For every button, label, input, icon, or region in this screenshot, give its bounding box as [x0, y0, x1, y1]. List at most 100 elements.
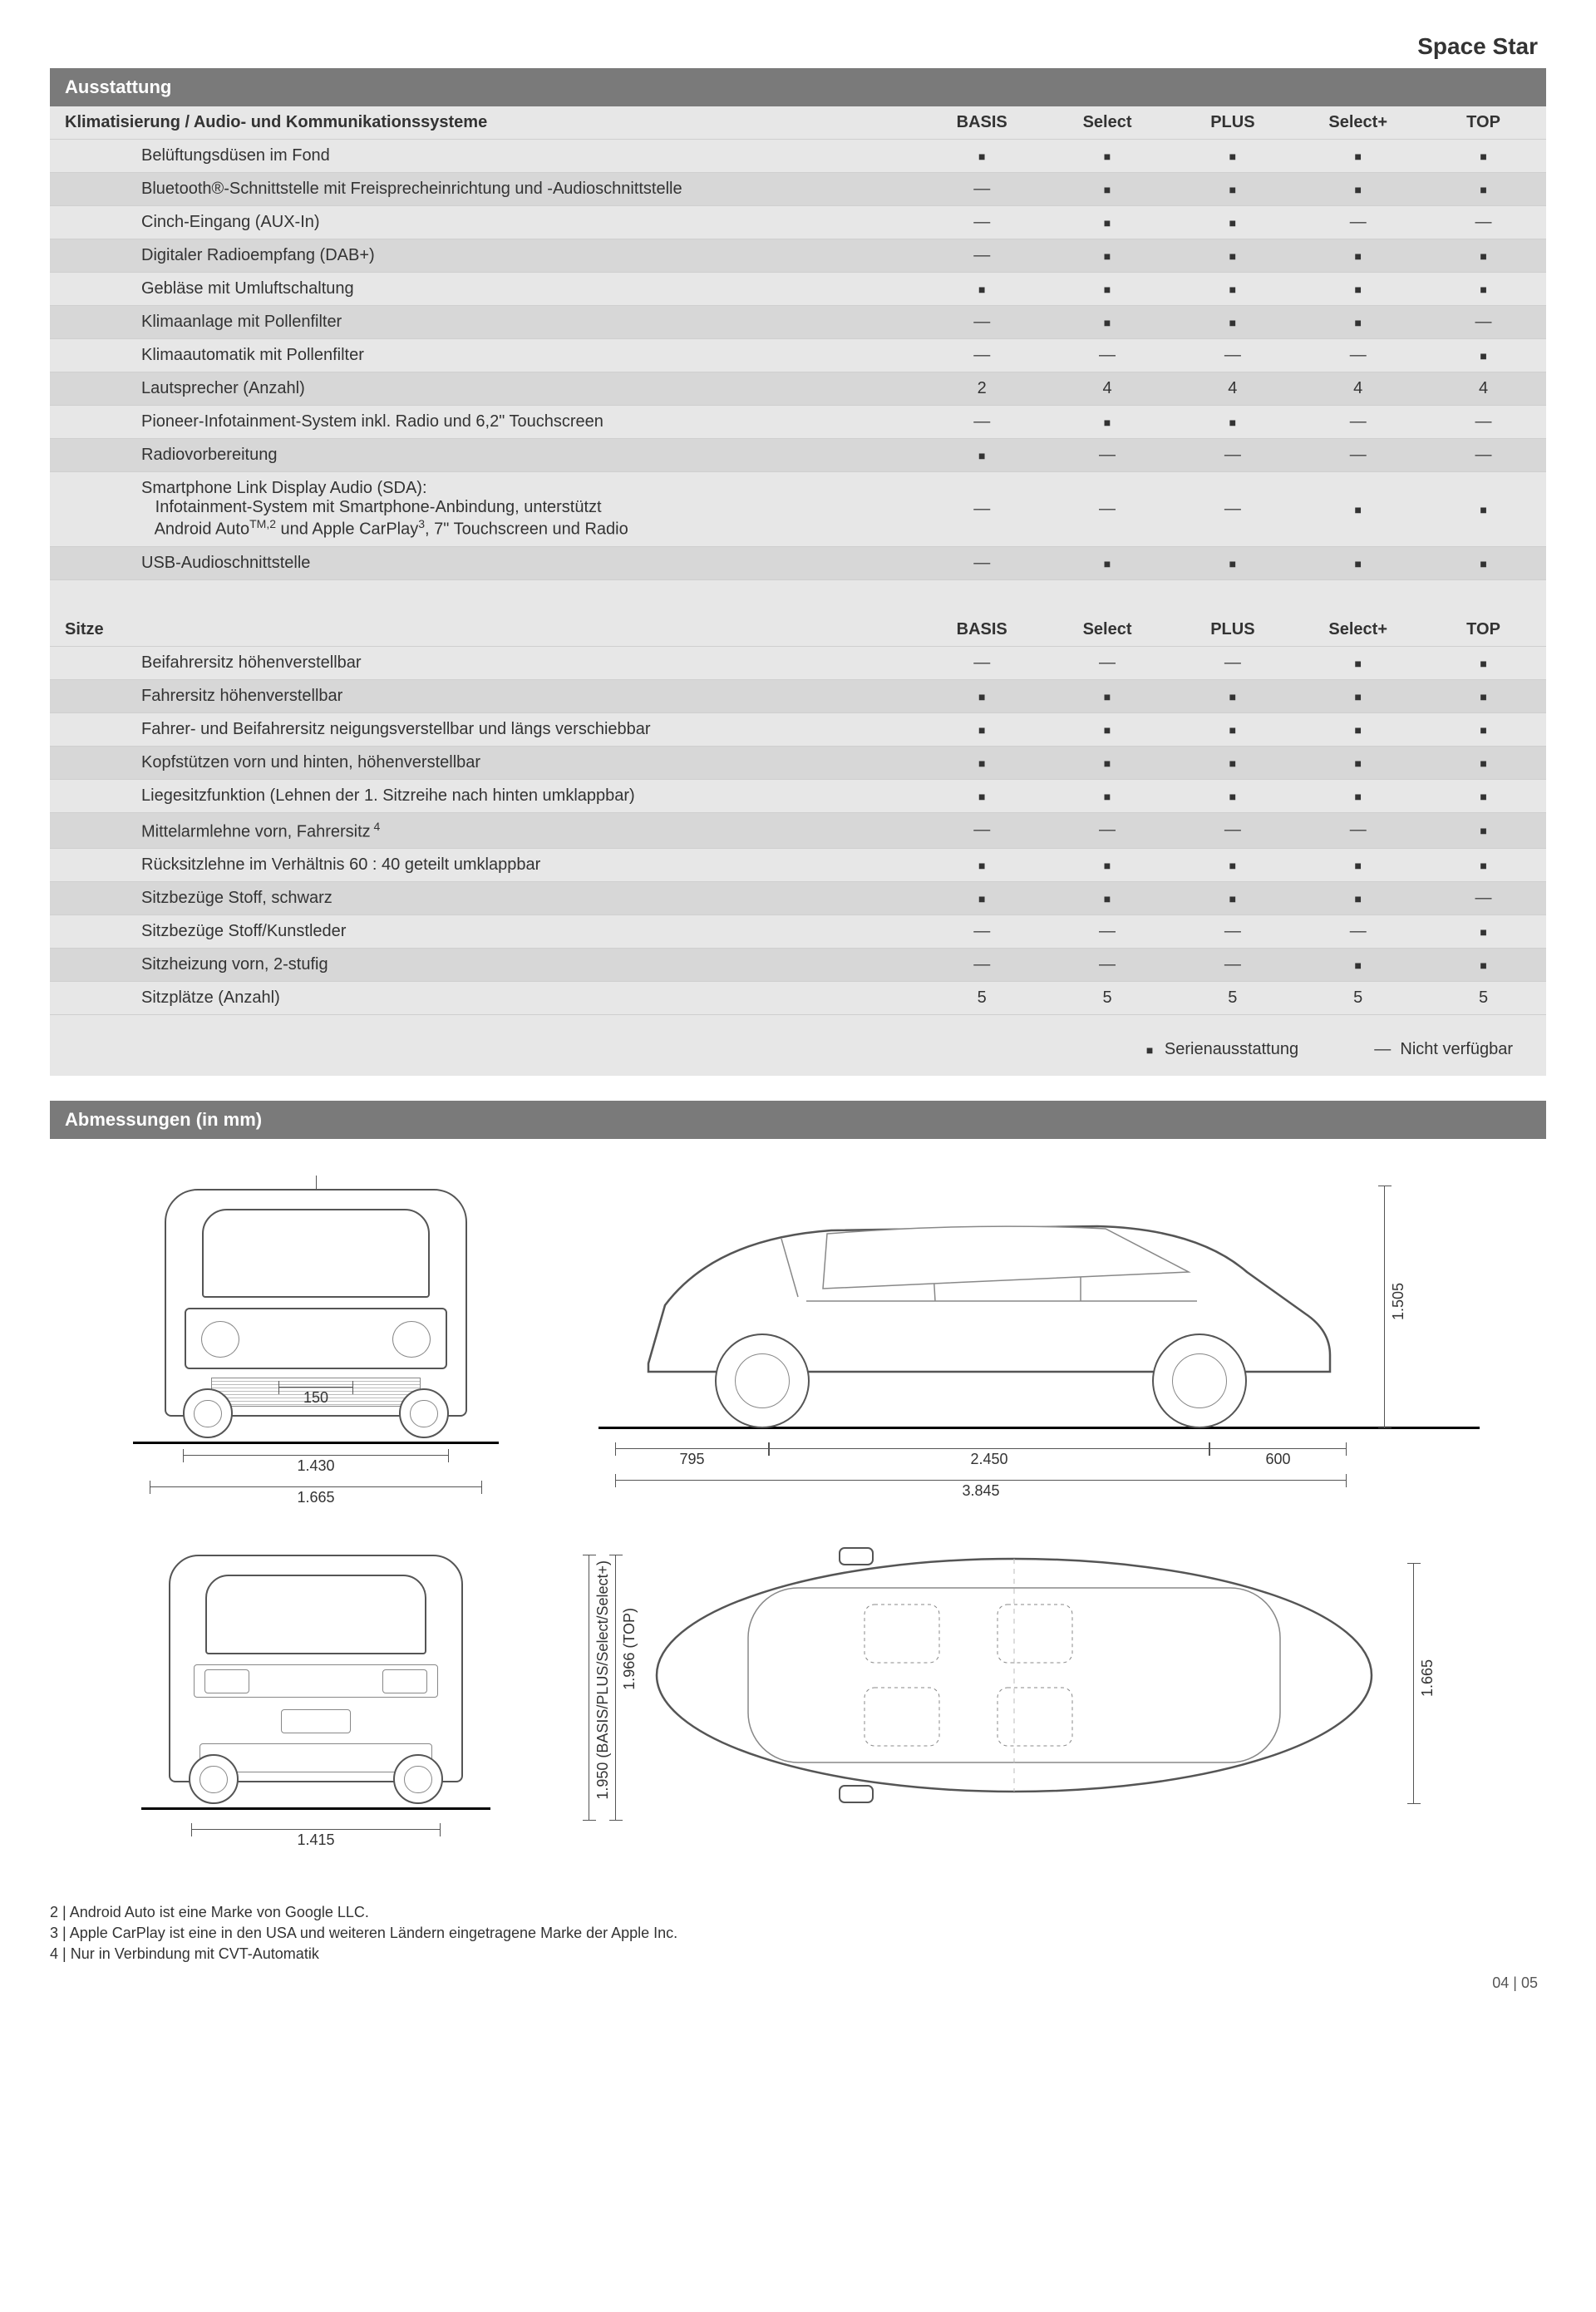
feature-value: — — [1421, 406, 1546, 439]
feature-value: 5 — [1421, 982, 1546, 1015]
feature-value: — — [919, 173, 1045, 206]
feature-value: ■ — [1170, 712, 1295, 746]
trim: Select — [1045, 106, 1170, 140]
table-row: Rücksitzlehne im Verhältnis 60 : 40 gete… — [50, 849, 1546, 882]
feature-value: ■ — [1421, 546, 1546, 579]
feature-value: ■ — [1421, 746, 1546, 779]
table-row: Pioneer-Infotainment-System inkl. Radio … — [50, 406, 1546, 439]
feature-value: ■ — [1045, 406, 1170, 439]
dim-rear-track: 1.415 — [191, 1831, 441, 1849]
dim-front-width: 1.665 — [150, 1489, 482, 1506]
table-row: Smartphone Link Display Audio (SDA): Inf… — [50, 472, 1546, 547]
feature-value: ■ — [1295, 849, 1421, 882]
feature-value: — — [1170, 646, 1295, 679]
legend-standard: Serienausstattung — [1165, 1040, 1298, 1058]
feature-value: ■ — [919, 712, 1045, 746]
feature-value: ■ — [1170, 206, 1295, 239]
trim: PLUS — [1170, 106, 1295, 140]
feature-value: ■ — [1295, 173, 1421, 206]
feature-value: — — [1295, 915, 1421, 949]
table-row: Liegesitzfunktion (Lehnen der 1. Sitzrei… — [50, 779, 1546, 812]
feature-value: ■ — [1295, 546, 1421, 579]
feature-label: Smartphone Link Display Audio (SDA): Inf… — [50, 472, 919, 547]
feature-value: ■ — [1421, 273, 1546, 306]
drawing-rear: 1.415 — [100, 1546, 532, 1862]
feature-label: Cinch-Eingang (AUX-In) — [50, 206, 919, 239]
feature-value: — — [919, 915, 1045, 949]
feature-value: ■ — [1045, 273, 1170, 306]
model-title: Space Star — [50, 33, 1546, 60]
feature-value: — — [919, 339, 1045, 372]
feature-label: Digitaler Radioempfang (DAB+) — [50, 239, 919, 273]
feature-value: — — [1170, 949, 1295, 982]
feature-value: ■ — [1170, 849, 1295, 882]
feature-value: ■ — [1421, 812, 1546, 849]
table-row: Mittelarmlehne vorn, Fahrersitz 4————■ — [50, 812, 1546, 849]
feature-value: 4 — [1295, 372, 1421, 406]
table-row: Belüftungsdüsen im Fond■■■■■ — [50, 140, 1546, 173]
feature-label: Radiovorbereitung — [50, 439, 919, 472]
feature-value: — — [1295, 206, 1421, 239]
feature-value: ■ — [1295, 306, 1421, 339]
feature-value: — — [1045, 949, 1170, 982]
feature-value: — — [1295, 439, 1421, 472]
dim-turning-top: 1.966 (TOP) — [621, 1608, 638, 1690]
feature-value: ■ — [1295, 712, 1421, 746]
dim-front-track: 1.430 — [183, 1457, 449, 1475]
dim-length: 3.845 — [615, 1482, 1347, 1500]
feature-label: Klimaanlage mit Pollenfilter — [50, 306, 919, 339]
feature-value: 4 — [1045, 372, 1170, 406]
feature-value: — — [1421, 439, 1546, 472]
feature-value: ■ — [919, 779, 1045, 812]
feature-value: ■ — [1421, 472, 1546, 547]
feature-value: ■ — [1295, 779, 1421, 812]
square-icon: ■ — [1146, 1043, 1153, 1057]
feature-value: ■ — [1170, 406, 1295, 439]
trim: Select — [1045, 614, 1170, 647]
feature-value: ■ — [1170, 173, 1295, 206]
feature-label: Fahrersitz höhenverstellbar — [50, 679, 919, 712]
feature-value: — — [919, 812, 1045, 849]
dim-front-overhang: 795 — [615, 1451, 769, 1468]
feature-value: ■ — [1045, 239, 1170, 273]
feature-value: ■ — [1421, 949, 1546, 982]
feature-value: — — [1421, 306, 1546, 339]
feature-value: ■ — [1045, 746, 1170, 779]
feature-label: Sitzplätze (Anzahl) — [50, 982, 919, 1015]
feature-value: ■ — [1170, 546, 1295, 579]
feature-label: Gebläse mit Umluftschaltung — [50, 273, 919, 306]
table-row: Beifahrersitz höhenverstellbar———■■ — [50, 646, 1546, 679]
feature-value: ■ — [1295, 679, 1421, 712]
feature-value: ■ — [919, 439, 1045, 472]
feature-value: ■ — [1295, 239, 1421, 273]
feature-label: Klimaautomatik mit Pollenfilter — [50, 339, 919, 372]
feature-label: Liegesitzfunktion (Lehnen der 1. Sitzrei… — [50, 779, 919, 812]
spec-table-klima: Klimatisierung / Audio- und Kommunikatio… — [50, 106, 1546, 580]
legend: ■ Serienausstattung — Nicht verfügbar — [50, 1015, 1546, 1076]
feature-value: ■ — [919, 273, 1045, 306]
feature-value: ■ — [1045, 546, 1170, 579]
feature-value: ■ — [1045, 306, 1170, 339]
feature-label: Fahrer- und Beifahrersitz neigungsverste… — [50, 712, 919, 746]
feature-value: 5 — [919, 982, 1045, 1015]
feature-value: ■ — [1045, 173, 1170, 206]
feature-value: ■ — [1295, 273, 1421, 306]
feature-value: — — [919, 306, 1045, 339]
table-row: Fahrer- und Beifahrersitz neigungsverste… — [50, 712, 1546, 746]
dim-turning-basis: 1.950 (BASIS/PLUS/Select/Select+) — [594, 1560, 612, 1800]
table-row: Radiovorbereitung■———— — [50, 439, 1546, 472]
table-row: USB-Audioschnittstelle—■■■■ — [50, 546, 1546, 579]
trim: TOP — [1421, 106, 1546, 140]
feature-value: ■ — [1421, 173, 1546, 206]
feature-value: ■ — [1421, 679, 1546, 712]
feature-value: ■ — [1421, 915, 1546, 949]
table-row: Gebläse mit Umluftschaltung■■■■■ — [50, 273, 1546, 306]
feature-value: — — [1045, 646, 1170, 679]
table-row: Cinch-Eingang (AUX-In)—■■—— — [50, 206, 1546, 239]
feature-value: — — [1295, 812, 1421, 849]
feature-value: — — [919, 546, 1045, 579]
dim-top-width: 1.665 — [1419, 1659, 1436, 1697]
feature-label: Lautsprecher (Anzahl) — [50, 372, 919, 406]
section-abmessungen: Abmessungen (in mm) — [50, 1101, 1546, 1139]
feature-value: — — [1045, 915, 1170, 949]
